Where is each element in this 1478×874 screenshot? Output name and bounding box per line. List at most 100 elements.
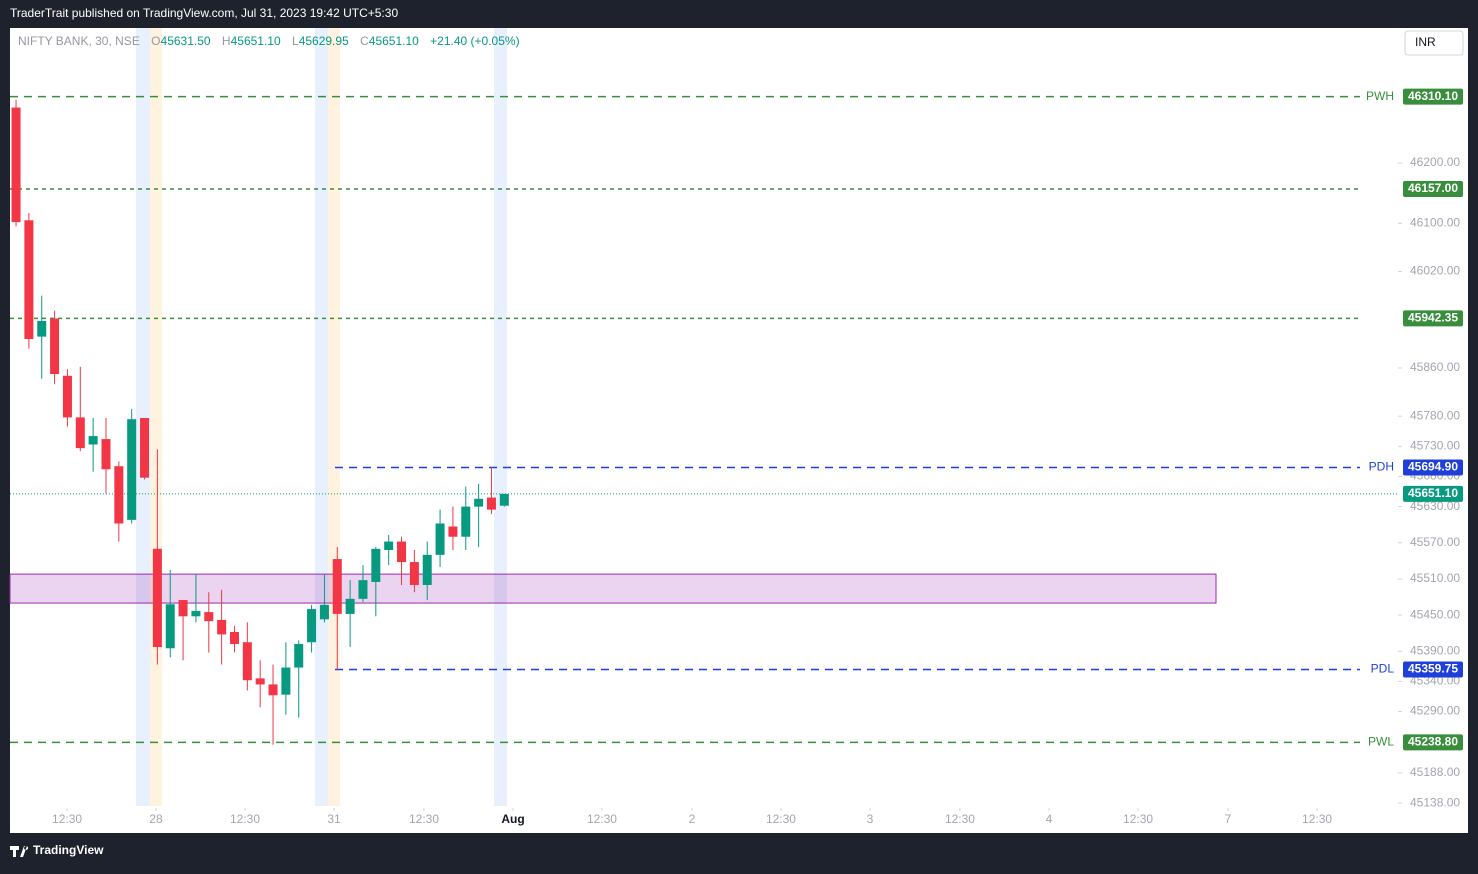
session-band [150, 28, 162, 806]
legend-key: L [292, 34, 299, 48]
candle-body [448, 526, 458, 537]
y-tick-label: 45570.00 [1410, 535, 1460, 549]
legend-value: 45651.10 [369, 34, 419, 48]
candle-body [88, 436, 98, 445]
candle-body [371, 548, 381, 582]
session-band [315, 28, 328, 806]
candle-body [345, 598, 355, 614]
candle-body [37, 320, 47, 337]
candle-body [140, 418, 150, 478]
candle-body [268, 684, 278, 696]
y-tick-label: 46200.00 [1410, 155, 1460, 169]
level-name: PDH [1369, 460, 1394, 474]
brand-logo [10, 846, 29, 857]
brand: TradingView [33, 843, 104, 857]
x-tick-label: 12:30 [230, 812, 260, 826]
x-tick-label: 12:30 [587, 812, 617, 826]
plot [9, 95, 1398, 745]
x-tick-label: 12:30 [409, 812, 439, 826]
candle-body [217, 619, 227, 635]
level-name: PWL [1368, 735, 1394, 749]
y-tick-label: 45290.00 [1410, 704, 1460, 718]
candle-body [397, 541, 407, 563]
x-tick-label: 28 [149, 812, 163, 826]
session-band [328, 28, 340, 806]
x-tick-label: 2 [689, 812, 696, 826]
currency[interactable]: INR [1415, 35, 1436, 49]
x-tick-label: 7 [1225, 812, 1232, 826]
candle-body [127, 419, 137, 520]
candle-body [499, 493, 509, 506]
y-tick-label: 45730.00 [1410, 439, 1460, 453]
candle-body [255, 678, 265, 685]
candle-body [461, 506, 471, 537]
y-tick-label: 45138.00 [1410, 795, 1460, 809]
candle-body [11, 107, 21, 223]
level-name: PWH [1366, 89, 1394, 103]
legend-key: O [151, 34, 160, 48]
last-price-badge [1403, 485, 1463, 502]
candle-body [204, 612, 214, 622]
candle-body [332, 559, 342, 614]
legend-symbol: NIFTY BANK, 30, NSE [18, 34, 140, 48]
y-tick-label: 46100.00 [1410, 215, 1460, 229]
level-badge [1403, 180, 1463, 197]
candle-body [152, 548, 162, 648]
level-badge [1403, 734, 1463, 751]
level-badge [1403, 661, 1463, 678]
currency-box[interactable] [1404, 30, 1464, 56]
x-tick-label: 3 [867, 812, 874, 826]
legend-key: H [222, 34, 231, 48]
candle-body [384, 541, 394, 551]
candle-body [229, 631, 239, 645]
candle-body [294, 644, 304, 668]
candle-body [75, 417, 85, 449]
candle-body [114, 466, 124, 524]
y-tick-label: 45390.00 [1410, 643, 1460, 657]
candle-body [435, 523, 445, 555]
candle-body [319, 604, 329, 620]
x-tick-label: 31 [327, 812, 341, 826]
candle-body [24, 220, 34, 340]
y-tick-label: 45630.00 [1410, 499, 1460, 513]
x-tick-label: 12:30 [766, 812, 796, 826]
legend: NIFTY BANK, 30, NSE O45631.50 H45651.10 … [18, 34, 520, 48]
x-tick-label: 4 [1046, 812, 1053, 826]
zone [9, 573, 1217, 604]
published-note: TraderTrait published on TradingView.com… [10, 6, 398, 20]
y-tick-label: 45860.00 [1410, 360, 1460, 374]
x-tick-label: 12:30 [52, 812, 82, 826]
candle-body [358, 580, 368, 599]
y-tick-label: 46020.00 [1410, 264, 1460, 278]
y-tick-label: 45450.00 [1410, 607, 1460, 621]
x-tick-label: Aug [501, 812, 524, 826]
x-tick-label: 12:30 [1302, 812, 1332, 826]
candle-body [242, 642, 252, 681]
candle-body [101, 439, 111, 470]
level-value: 45694.90 [1408, 460, 1458, 474]
legend-value: 45631.50 [161, 34, 211, 48]
candle-body [50, 318, 60, 374]
session-band [494, 28, 507, 806]
level-value: 45942.35 [1408, 311, 1458, 325]
candle-body [165, 604, 175, 649]
candle-body [191, 610, 201, 617]
legend-value: 45629.95 [299, 34, 349, 48]
level-name: PDL [1371, 662, 1395, 676]
last-price-value: 45651.10 [1408, 486, 1458, 500]
candle-body [409, 562, 419, 585]
candle-body [281, 667, 291, 695]
level-badge [1403, 88, 1463, 105]
legend-change: +21.40 (+0.05%) [430, 34, 519, 48]
legend-key: C [360, 34, 369, 48]
candle-body [307, 609, 317, 643]
level-badge [1403, 310, 1463, 327]
candle-body [62, 375, 72, 418]
level-value: 46157.00 [1408, 181, 1458, 195]
level-badge [1403, 459, 1463, 476]
candle-body [486, 497, 496, 510]
candle-body [422, 554, 432, 585]
y-tick-label: 45510.00 [1410, 571, 1460, 585]
x-tick-label: 12:30 [945, 812, 975, 826]
